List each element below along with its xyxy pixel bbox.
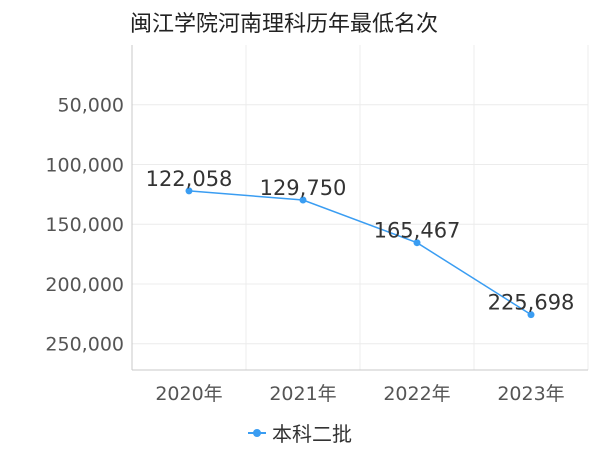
axes [131, 45, 588, 371]
legend-label: 本科二批 [272, 422, 352, 446]
chart-title: 闽江学院河南理科历年最低名次 [130, 12, 439, 37]
series-lines [188, 190, 532, 316]
data-point[interactable] [185, 187, 193, 195]
y-tick-labels: 50,000 100,000 150,000 200,000 250,000 [45, 95, 124, 356]
data-label: 225,698 [488, 291, 575, 315]
data-label: 165,467 [374, 219, 461, 243]
data-labels: 122,058 129,750 165,467 225,698 [146, 167, 575, 315]
x-tick-label: 2022年 [383, 383, 450, 405]
y-tick-label: 50,000 [58, 95, 124, 117]
x-tick-labels: 2020年 2021年 2022年 2023年 [155, 383, 564, 405]
data-label: 122,058 [146, 167, 233, 191]
x-tick-label: 2021年 [269, 383, 336, 405]
y-tick-label: 150,000 [45, 214, 124, 236]
x-tick-label: 2020年 [155, 383, 222, 405]
series-line [188, 190, 532, 316]
y-tick-label: 250,000 [45, 334, 124, 356]
legend[interactable]: 本科二批 [248, 418, 352, 447]
grid [132, 45, 589, 370]
data-point[interactable] [299, 196, 307, 204]
legend-marker-icon [248, 427, 266, 439]
x-tick-label: 2023年 [497, 383, 564, 405]
y-tick-label: 100,000 [45, 154, 124, 176]
data-point[interactable] [527, 311, 535, 319]
series-points [185, 187, 535, 319]
data-point[interactable] [413, 239, 421, 247]
data-label: 129,750 [260, 176, 347, 200]
y-tick-label: 200,000 [45, 274, 124, 296]
